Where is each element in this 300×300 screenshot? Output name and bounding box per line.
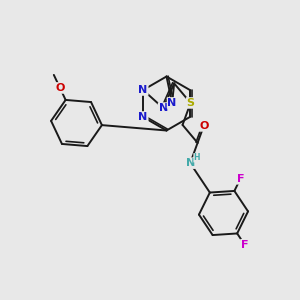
Text: F: F [237, 174, 244, 184]
Text: N: N [167, 98, 177, 108]
Text: O: O [55, 83, 65, 93]
Text: F: F [241, 240, 248, 250]
Text: S: S [187, 98, 195, 108]
Text: N: N [159, 103, 168, 113]
Text: O: O [199, 121, 208, 131]
Text: N: N [139, 85, 148, 95]
Text: H: H [194, 153, 200, 162]
Text: N: N [139, 112, 148, 122]
Text: N: N [186, 158, 195, 168]
